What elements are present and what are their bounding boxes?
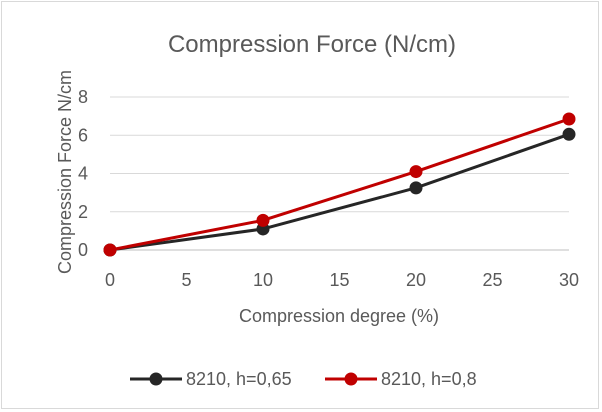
- y-tick-label: 6: [78, 125, 88, 145]
- x-tick-label: 30: [559, 270, 579, 290]
- series-2-point: [409, 165, 423, 179]
- x-axis-ticks: 0 5 10 15 20 25 30: [105, 270, 579, 290]
- gridlines: [110, 96, 569, 251]
- series-2-point: [562, 112, 576, 126]
- y-tick-label: 2: [78, 202, 88, 222]
- series-2-point: [256, 213, 270, 227]
- x-tick-label: 20: [406, 270, 426, 290]
- y-axis-ticks: 0 2 4 6 8: [78, 87, 88, 260]
- y-tick-label: 4: [78, 164, 88, 184]
- x-axis-label: Compression degree (%): [239, 306, 439, 326]
- series-line-1: [109, 132, 570, 252]
- series-1-point: [409, 181, 423, 195]
- x-tick-label: 25: [482, 270, 502, 290]
- legend-marker-1: [149, 372, 163, 386]
- legend-marker-2: [344, 372, 358, 386]
- legend: 8210, h=0,65 8210, h=0,8: [130, 369, 477, 389]
- legend-label-1: 8210, h=0,65: [186, 369, 292, 389]
- series-line-2: [109, 117, 570, 252]
- legend-label-2: 8210, h=0,8: [381, 369, 477, 389]
- x-tick-label: 5: [181, 270, 191, 290]
- series-2-point: [103, 243, 117, 257]
- x-tick-label: 15: [329, 270, 349, 290]
- series-group: [103, 112, 576, 257]
- x-tick-label: 10: [253, 270, 273, 290]
- y-tick-label: 8: [78, 87, 88, 107]
- x-tick-label: 0: [105, 270, 115, 290]
- y-tick-label: 0: [78, 240, 88, 260]
- series-1-point: [562, 127, 576, 141]
- y-axis-label: Compression Force N/cm: [55, 70, 75, 274]
- chart-title: Compression Force (N/cm): [168, 31, 456, 58]
